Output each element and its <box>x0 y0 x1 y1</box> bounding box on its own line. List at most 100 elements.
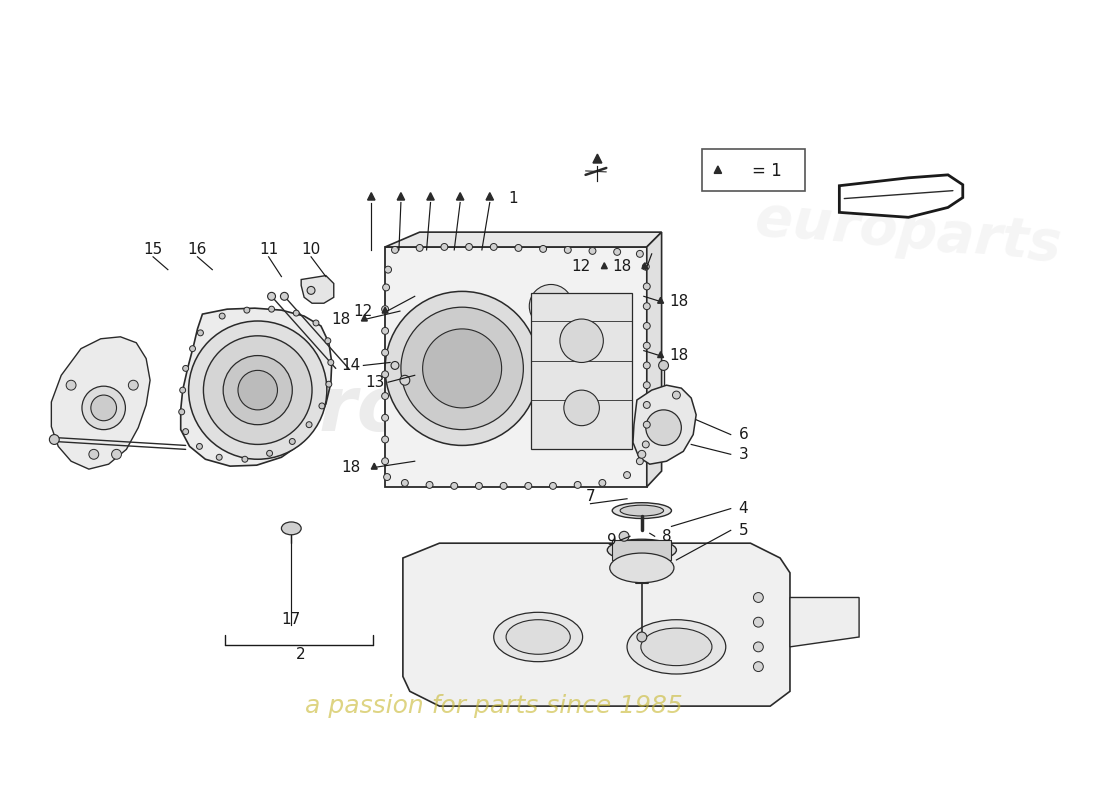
Circle shape <box>382 436 388 443</box>
Circle shape <box>548 350 587 390</box>
Circle shape <box>646 410 681 446</box>
Circle shape <box>384 474 390 481</box>
Text: 1: 1 <box>508 191 518 206</box>
Polygon shape <box>658 352 663 358</box>
Circle shape <box>543 331 579 366</box>
Circle shape <box>189 346 196 352</box>
Circle shape <box>637 632 647 642</box>
Circle shape <box>294 310 299 316</box>
Polygon shape <box>632 385 696 464</box>
Ellipse shape <box>613 502 671 518</box>
Ellipse shape <box>620 505 663 516</box>
Polygon shape <box>382 307 388 313</box>
Ellipse shape <box>506 620 570 654</box>
Circle shape <box>179 387 186 393</box>
Circle shape <box>426 482 433 488</box>
Circle shape <box>188 321 327 459</box>
Circle shape <box>280 292 288 300</box>
Circle shape <box>416 245 424 251</box>
Circle shape <box>525 482 531 490</box>
Circle shape <box>314 320 319 326</box>
Polygon shape <box>602 262 607 269</box>
Circle shape <box>564 390 600 426</box>
Circle shape <box>644 362 650 369</box>
Circle shape <box>382 327 388 334</box>
Polygon shape <box>714 166 722 174</box>
Circle shape <box>754 662 763 671</box>
Text: 10: 10 <box>301 242 321 258</box>
FancyBboxPatch shape <box>702 149 805 190</box>
Circle shape <box>422 329 502 408</box>
Circle shape <box>644 283 650 290</box>
Circle shape <box>183 366 188 371</box>
Circle shape <box>238 370 277 410</box>
Ellipse shape <box>609 553 674 582</box>
Circle shape <box>644 302 650 310</box>
Ellipse shape <box>627 620 726 674</box>
Text: europarts: europarts <box>213 373 636 447</box>
Polygon shape <box>790 598 859 647</box>
Text: 5: 5 <box>738 523 748 538</box>
Polygon shape <box>641 262 648 269</box>
Circle shape <box>129 380 139 390</box>
Circle shape <box>644 422 650 428</box>
Circle shape <box>223 355 293 425</box>
Text: 9: 9 <box>607 533 617 548</box>
Circle shape <box>402 479 408 486</box>
Circle shape <box>451 482 458 490</box>
Polygon shape <box>385 232 661 247</box>
Circle shape <box>319 403 324 409</box>
Circle shape <box>588 247 596 254</box>
Circle shape <box>326 382 332 387</box>
Text: 18: 18 <box>670 294 689 309</box>
Circle shape <box>642 263 649 270</box>
Text: 7: 7 <box>585 490 595 504</box>
Text: a passion for parts since 1985: a passion for parts since 1985 <box>305 694 683 718</box>
Circle shape <box>242 456 248 462</box>
Polygon shape <box>593 154 602 163</box>
Circle shape <box>550 482 557 490</box>
Circle shape <box>637 250 644 258</box>
Circle shape <box>754 593 763 602</box>
Ellipse shape <box>282 522 301 534</box>
Circle shape <box>217 454 222 460</box>
Circle shape <box>644 402 650 408</box>
Circle shape <box>204 336 312 445</box>
Circle shape <box>382 414 388 422</box>
Circle shape <box>392 246 398 254</box>
Ellipse shape <box>615 542 669 558</box>
Polygon shape <box>658 298 663 303</box>
Circle shape <box>500 482 507 490</box>
Polygon shape <box>486 193 494 200</box>
Polygon shape <box>403 543 790 706</box>
Circle shape <box>400 307 524 430</box>
Ellipse shape <box>494 612 583 662</box>
Text: 4: 4 <box>738 501 748 516</box>
Circle shape <box>66 380 76 390</box>
Circle shape <box>475 482 483 490</box>
Circle shape <box>178 409 185 415</box>
Circle shape <box>465 243 473 250</box>
Circle shape <box>328 359 333 366</box>
Text: 18: 18 <box>341 460 361 474</box>
Ellipse shape <box>641 628 712 666</box>
Circle shape <box>82 386 125 430</box>
Text: 8: 8 <box>661 529 671 544</box>
Circle shape <box>385 266 392 273</box>
Circle shape <box>183 429 188 434</box>
Polygon shape <box>427 193 434 200</box>
Polygon shape <box>385 247 647 487</box>
Circle shape <box>574 482 581 488</box>
Text: europarts: europarts <box>754 192 1064 272</box>
Text: 12: 12 <box>353 304 372 318</box>
Text: 18: 18 <box>613 259 632 274</box>
Text: 13: 13 <box>365 374 385 390</box>
Circle shape <box>383 284 389 291</box>
Circle shape <box>198 330 204 336</box>
Text: 16: 16 <box>188 242 207 258</box>
Circle shape <box>540 246 547 252</box>
Polygon shape <box>180 308 332 466</box>
Circle shape <box>441 243 448 250</box>
Text: 14: 14 <box>341 358 361 373</box>
Text: 2: 2 <box>296 647 306 662</box>
